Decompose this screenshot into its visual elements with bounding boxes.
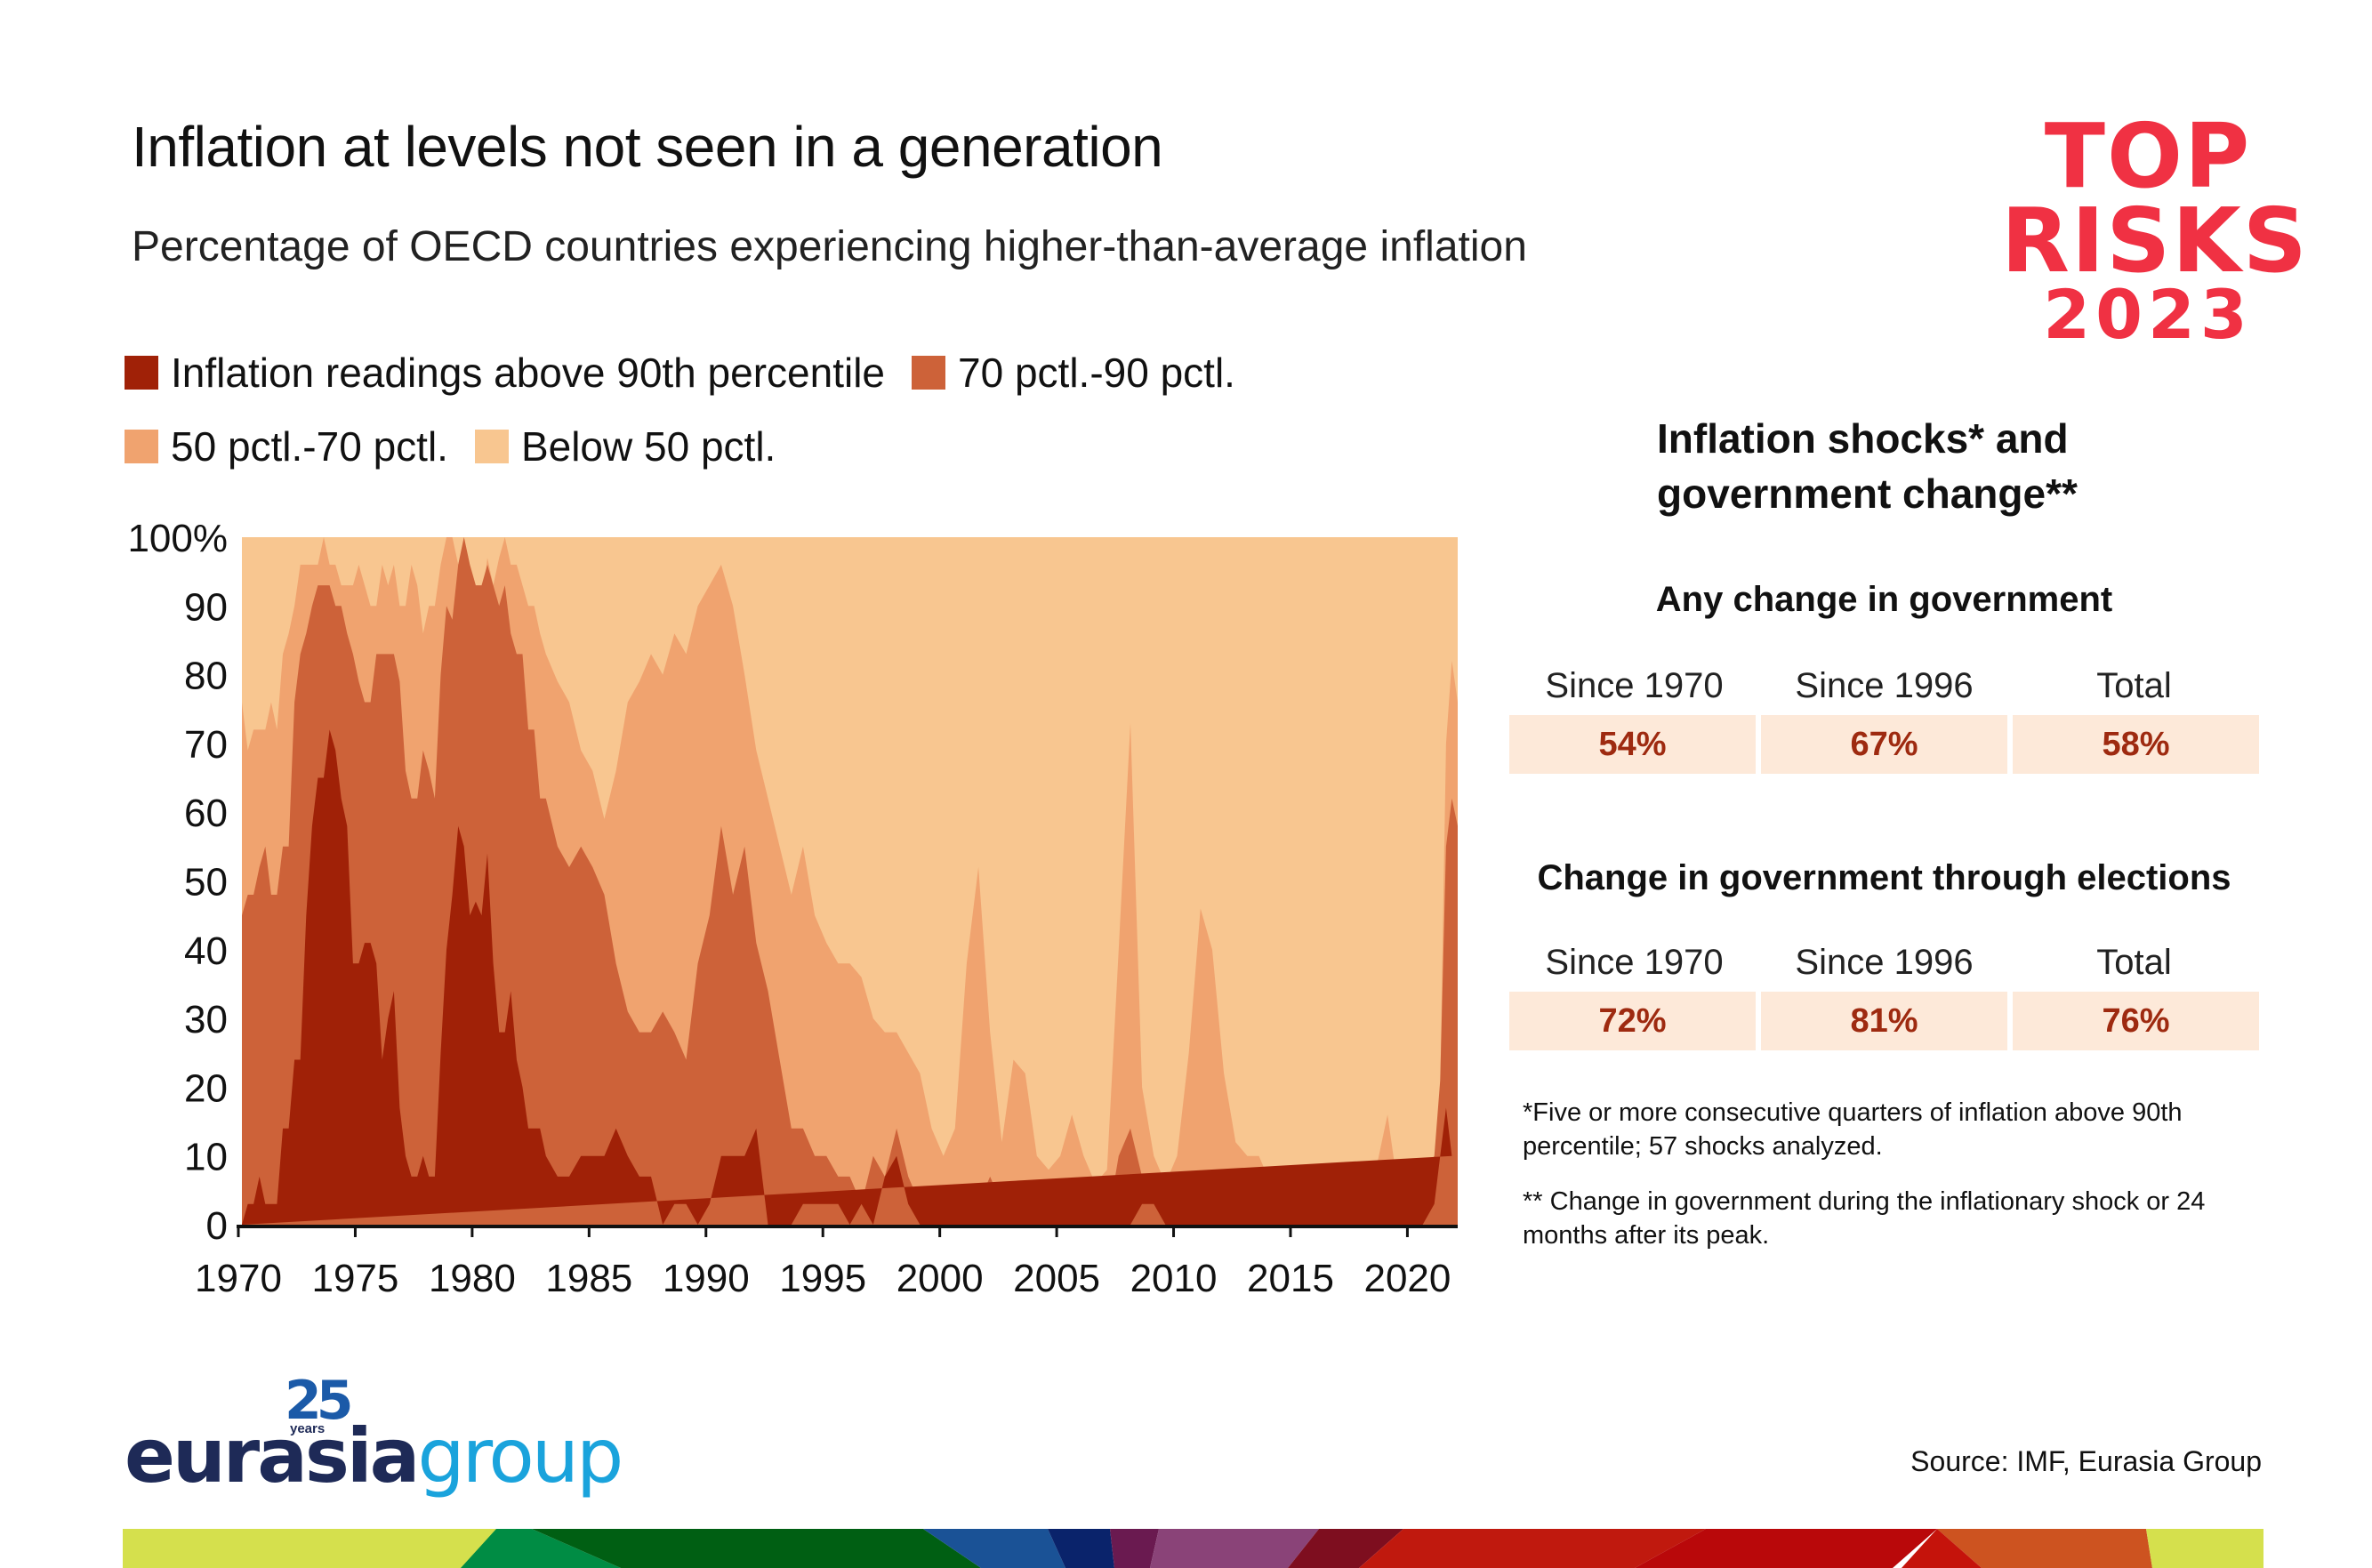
eg-25-years-badge: 25 [285, 1370, 353, 1432]
legend-row-1: Inflation readings above 90th percentile… [125, 349, 1253, 397]
legend-item-70-90: 70 pctl.-90 pctl. [912, 349, 1235, 397]
band-segment [461, 1529, 621, 1568]
x-tick-label: 1985 [545, 1257, 632, 1300]
eg-years-label: years [290, 1421, 326, 1436]
band-segment [1902, 1529, 1982, 1568]
x-tick-label: 1995 [779, 1257, 866, 1300]
section-headers-elections: Since 1970 Since 1996 Total [1509, 943, 2259, 983]
legend-swatch-below50 [474, 430, 509, 463]
legend-label-above90: Inflation readings above 90th percentile [171, 350, 886, 396]
y-tick-label: 40 [184, 929, 228, 973]
band-segment [532, 1529, 981, 1568]
source-note: Source: IMF, Eurasia Group [1910, 1445, 2262, 1477]
area-above-90-pctl [242, 729, 1452, 1225]
footnote-government-change: ** Change in government during the infla… [1523, 1187, 2206, 1250]
top-risks-year: 2023 [2043, 275, 2253, 354]
value-since-1970: 72% [1509, 992, 1756, 1050]
header-since-1970: Since 1970 [1545, 666, 1724, 705]
top-risks-line2: RISKS [2001, 189, 2309, 293]
x-tick-label: 1970 [195, 1257, 282, 1300]
x-tick-label: 2000 [897, 1257, 984, 1300]
band-segment [1048, 1529, 1114, 1568]
footnote-shocks: *Five or more consecutive quarters of in… [1523, 1098, 2183, 1161]
band-segment [1150, 1529, 1319, 1568]
eg-wordmark-group: group [417, 1412, 623, 1500]
x-tick-label: 1990 [663, 1257, 750, 1300]
legend-swatch-70-90 [912, 356, 946, 390]
x-tick-label: 2010 [1130, 1257, 1218, 1300]
area-70-90-pctl [242, 537, 1458, 1225]
header-since-1996: Since 1996 [1795, 666, 1974, 705]
y-tick-label: 60 [184, 792, 228, 835]
value-since-1996: 81% [1761, 992, 2007, 1050]
value-since-1970: 54% [1509, 715, 1756, 774]
band-segment [123, 1529, 496, 1568]
x-tick-label: 2020 [1363, 1257, 1451, 1300]
x-tick-label: 2005 [1013, 1257, 1100, 1300]
chart-title: Inflation at levels not seen in a genera… [132, 115, 1163, 179]
y-tick-label: 10 [184, 1136, 228, 1179]
eg-wordmark-eurasia: eurasia [125, 1412, 420, 1500]
legend-label-50-70: 50 pctl.-70 pctl. [171, 423, 448, 470]
top-risks-logo: TOP RISKS 2023 [2001, 104, 2309, 354]
eg-wordmark: eurasiagroup [125, 1412, 623, 1500]
band-segment [2146, 1529, 2263, 1568]
y-tick-label: 20 [184, 1066, 228, 1110]
band-segment [923, 1529, 1065, 1568]
y-tick-label: 0 [206, 1204, 228, 1248]
legend-item-below50: Below 50 pctl. [474, 422, 776, 470]
chart-axes: 1970 1975 1980 1985 1990 1995 2000 2005 2010 2015… [127, 517, 1458, 1300]
y-tick-label: 90 [184, 585, 228, 629]
x-tick-label: 2015 [1247, 1257, 1334, 1300]
legend-item-above90: Inflation readings above 90th percentile [125, 349, 885, 397]
header-since-1996: Since 1996 [1795, 943, 1974, 982]
x-tick-label: 1975 [311, 1257, 398, 1300]
legend-row-2: 50 pctl.-70 pctl. Below 50 pctl. [125, 422, 793, 470]
header-total: Total [2096, 666, 2172, 705]
section-title-any-change: Any change in government [1655, 580, 2113, 619]
y-tick-label: 100% [127, 517, 228, 560]
y-tick-label: 30 [184, 998, 228, 1041]
section-headers-any-change: Since 1970 Since 1996 Total [1509, 666, 2259, 706]
decorative-color-band [123, 1529, 2263, 1568]
legend-swatch-50-70 [125, 430, 158, 463]
band-segment [1937, 1529, 2152, 1568]
legend-item-50-70: 50 pctl.-70 pctl. [125, 422, 448, 470]
y-tick-label: 70 [184, 723, 228, 767]
chart-subtitle: Percentage of OECD countries experiencin… [132, 223, 1527, 270]
section-values-any-change: 54% 67% 58% [1509, 715, 2259, 774]
band-segment [1110, 1529, 1159, 1568]
band-segment [1359, 1529, 1706, 1568]
legend-swatch-above90 [125, 356, 158, 390]
value-total: 76% [2013, 992, 2259, 1050]
panel-title: Inflation shocks* and government change*… [1657, 415, 2078, 517]
header-total: Total [2096, 943, 2172, 982]
y-tick-label: 50 [184, 861, 228, 905]
x-tick-label: 1980 [429, 1257, 516, 1300]
band-segment [1635, 1529, 1937, 1568]
header-since-1970: Since 1970 [1545, 943, 1724, 982]
section-title-elections: Change in government through elections [1537, 858, 2231, 897]
legend-label-70-90: 70 pctl.-90 pctl. [958, 350, 1235, 396]
section-values-elections: 72% 81% 76% [1509, 992, 2259, 1050]
legend-label-below50: Below 50 pctl. [520, 423, 776, 470]
value-total: 58% [2013, 715, 2259, 774]
band-segment [1288, 1529, 1403, 1568]
value-since-1996: 67% [1761, 715, 2007, 774]
y-tick-label: 80 [184, 655, 228, 698]
top-risks-line1: TOP [2044, 104, 2252, 208]
chart-areas [242, 537, 1458, 1225]
